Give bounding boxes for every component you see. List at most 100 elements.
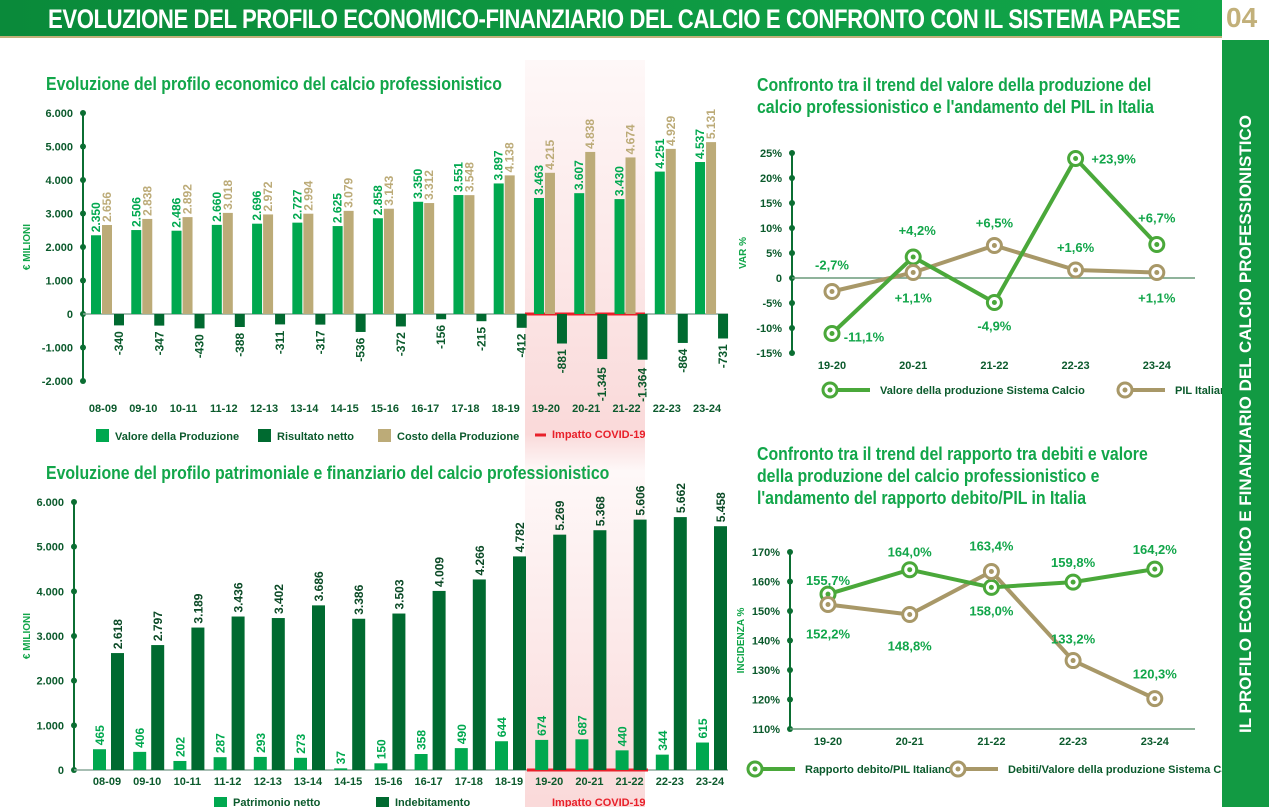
chart1-y-tick-dot xyxy=(80,110,86,116)
chart2-data-label: 5.458 xyxy=(714,492,728,522)
chart1-bar-costo-della-produzione xyxy=(706,142,717,314)
chart1-bar-valore-della-produzione xyxy=(533,197,544,314)
chart1-x-tick-label: 19-20 xyxy=(532,403,560,415)
chart1-x-tick-label: 17-18 xyxy=(451,403,479,415)
chart2-x-tick-label: 15-16 xyxy=(374,776,402,788)
chart1-data-label: 4.537 xyxy=(693,129,707,159)
chart2-data-label: 406 xyxy=(133,728,147,748)
chart1-bar-risultato-netto xyxy=(275,314,286,325)
chart2-title: Evoluzione del profilo patrimoniale e fi… xyxy=(46,463,610,483)
chart1-bar-costo-della-produzione xyxy=(424,203,435,314)
chart2-bar-patrimonio-netto xyxy=(655,754,669,770)
chart2-data-label: 5.606 xyxy=(634,485,648,515)
chart1-data-label: 3.143 xyxy=(382,175,396,205)
chart2-bar-patrimonio-netto xyxy=(93,749,106,770)
section-sidebar: IL PROFILO ECONOMICO E FINANZIARIO DEL C… xyxy=(1222,40,1269,807)
chart2-bar-indebitamento xyxy=(191,627,205,770)
chart2-bar-indebitamento xyxy=(472,579,486,770)
chart2-bar-patrimonio-netto xyxy=(615,750,629,770)
header-banner: EVOLUZIONE DEL PROFILO ECONOMICO-FINANZI… xyxy=(0,0,1222,38)
chart3-y-tick-label: -15% xyxy=(756,348,782,360)
chart2-y-tick-dot xyxy=(71,588,77,595)
chart1-bar-costo-della-produzione xyxy=(504,175,515,314)
chart1-data-label: 4.674 xyxy=(624,124,638,154)
chart3-point-center xyxy=(1154,270,1160,275)
chart2-x-tick-label: 19-20 xyxy=(535,776,563,788)
chart1-y-tick-label: 0 xyxy=(67,309,73,321)
chart1-bar-valore-della-produzione xyxy=(131,230,142,314)
chart3-y-tick-label: 25% xyxy=(760,148,782,160)
chart2-bar-patrimonio-netto xyxy=(374,763,388,770)
chart1-data-label: 3.897 xyxy=(492,150,506,180)
chart1-bar-risultato-netto xyxy=(436,314,447,320)
chart1-data-label: -317 xyxy=(313,330,327,354)
chart1-data-label: -1.345 xyxy=(595,367,609,401)
chart2-data-label: 293 xyxy=(254,733,268,753)
chart1-x-tick-label: 14-15 xyxy=(331,403,359,415)
chart1-data-label: 2.972 xyxy=(261,181,275,211)
chart4-x-tick-label: 21-22 xyxy=(977,736,1005,748)
chart2-bar-patrimonio-netto xyxy=(173,760,187,770)
chart1-bar-valore-della-produzione xyxy=(372,218,383,314)
chart1-data-label: 5.131 xyxy=(704,109,718,139)
chart3-y-tick-dot xyxy=(789,350,795,356)
chart1-bar-risultato-netto xyxy=(355,314,366,332)
chart1-bar-valore-della-produzione xyxy=(252,223,263,314)
chart2-x-tick-label: 13-14 xyxy=(294,776,323,788)
chart3-y-tick-dot xyxy=(789,300,795,306)
chart3-y-tick-label: 15% xyxy=(760,198,782,210)
chart2-data-label: 5.368 xyxy=(593,496,607,526)
chart1-bar-costo-della-produzione xyxy=(102,225,112,314)
chart2-y-tick-dot xyxy=(71,677,77,684)
chart1-legend-swatch xyxy=(258,429,271,442)
chart3-x-tick-label: 20-21 xyxy=(899,360,927,372)
chart2-y-tick-label: 2.000 xyxy=(36,676,64,688)
chart2-x-tick-label: 09-10 xyxy=(133,776,161,788)
chart2-x-tick-label: 20-21 xyxy=(575,776,603,788)
chart1-data-label: 2.858 xyxy=(371,185,385,215)
chart1-bar-risultato-netto xyxy=(677,314,688,343)
chart1-data-label: 2.892 xyxy=(181,184,195,214)
chart1-bar-valore-della-produzione xyxy=(171,230,182,314)
chart3-y-tick-dot xyxy=(789,250,795,256)
chart1-data-label: -347 xyxy=(152,331,166,355)
chart1-bar-valore-della-produzione xyxy=(413,201,424,314)
chart1-bar-risultato-netto xyxy=(476,314,487,322)
chart1-data-label: -215 xyxy=(474,327,488,351)
chart3-x-tick-label: 23-24 xyxy=(1143,360,1172,372)
chart1-bar-risultato-netto xyxy=(718,314,729,339)
chart1-y-tick-dot xyxy=(80,277,86,284)
chart4-y-tick-label: 110% xyxy=(752,724,780,736)
chart1-legend-label: Risultato netto xyxy=(277,431,354,443)
chart2-bar-indebitamento xyxy=(714,526,727,770)
chart1-data-label: 2.696 xyxy=(250,190,264,220)
chart2-y-tick-dot xyxy=(71,499,77,505)
chart2-x-tick-label: 18-19 xyxy=(495,776,523,788)
chart3-legend-label: Valore della produzione Sistema Calcio xyxy=(880,385,1085,397)
chart1-y-tick-dot xyxy=(80,143,86,150)
chart3-y-tick-dot xyxy=(789,200,795,206)
chart4-legend-label: Debiti/Valore della produzione Sistema C… xyxy=(1008,764,1222,776)
chart1-x-tick-label: 21-22 xyxy=(612,403,640,415)
chart4-data-label: 120,3% xyxy=(1133,667,1178,682)
chart1-y-tick-label: -1.000 xyxy=(42,343,73,355)
chart1-bar-risultato-netto xyxy=(556,314,567,344)
chart1-data-label: 2.506 xyxy=(129,197,143,227)
chart1-data-label: 4.929 xyxy=(664,116,678,146)
chart2-bar-indebitamento xyxy=(111,653,124,770)
chart3-y-tick-label: 0 xyxy=(776,273,782,285)
chart1-data-label: -430 xyxy=(193,334,207,358)
chart2-data-label: 5.662 xyxy=(674,483,688,513)
chart3-x-tick-label: 21-22 xyxy=(980,360,1008,372)
chart1-title: Evoluzione del profilo economico del cal… xyxy=(46,74,502,94)
chart2-bar-patrimonio-netto xyxy=(253,756,267,770)
chart2-bar-patrimonio-netto xyxy=(133,751,147,770)
chart1-legend-label: Valore della Produzione xyxy=(115,431,239,443)
chart2-y-tick-label: 6.000 xyxy=(36,497,64,509)
chart3-y-tick-dot xyxy=(789,150,795,156)
chart1-x-tick-label: 12-13 xyxy=(250,403,278,415)
chart4-data-label: 155,7% xyxy=(806,573,851,588)
chart2-bar-indebitamento xyxy=(553,534,567,770)
chart1-bar-costo-della-produzione xyxy=(182,217,193,314)
chart1-data-label: 3.463 xyxy=(532,165,546,195)
